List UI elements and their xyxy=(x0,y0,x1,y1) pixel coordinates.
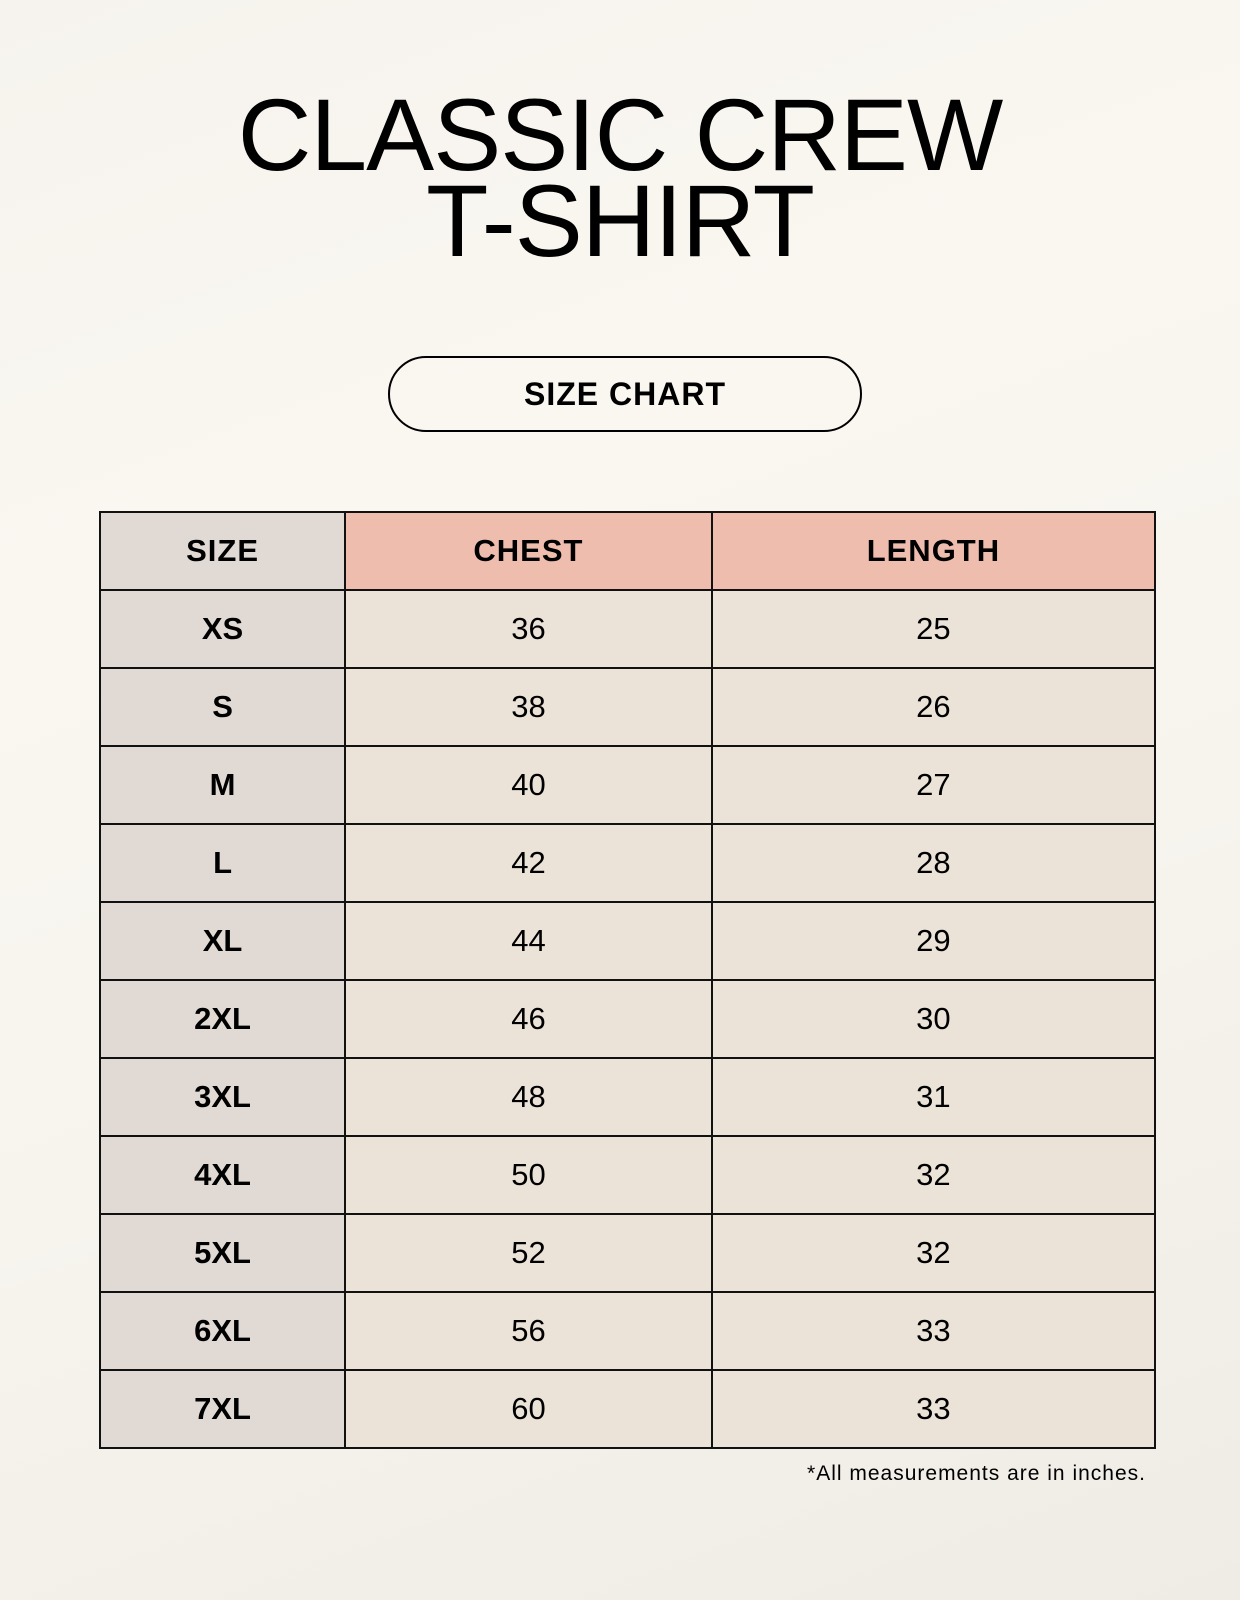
cell-length: 27 xyxy=(710,745,1157,825)
table-row: 2XL 46 30 xyxy=(98,979,1157,1059)
cell-size: L xyxy=(98,823,347,903)
cell-size: S xyxy=(98,667,347,747)
header-length: LENGTH xyxy=(710,511,1157,591)
cell-length: 33 xyxy=(710,1369,1157,1449)
cell-length: 28 xyxy=(710,823,1157,903)
header-size: SIZE xyxy=(98,511,347,591)
cell-chest: 50 xyxy=(344,1135,713,1215)
cell-length: 26 xyxy=(710,667,1157,747)
cell-size: XS xyxy=(98,589,347,669)
table-row: 4XL 50 32 xyxy=(98,1135,1157,1215)
table-row: 6XL 56 33 xyxy=(98,1291,1157,1371)
size-chart-badge: SIZE CHART xyxy=(388,356,862,432)
page-title: CLASSIC CREW T-SHIRT xyxy=(0,78,1240,278)
table-row: XS 36 25 xyxy=(98,589,1157,669)
cell-chest: 36 xyxy=(344,589,713,669)
footnote: *All measurements are in inches. xyxy=(807,1462,1146,1485)
cell-length: 29 xyxy=(710,901,1157,981)
cell-length: 32 xyxy=(710,1135,1157,1215)
cell-chest: 40 xyxy=(344,745,713,825)
cell-size: 5XL xyxy=(98,1213,347,1293)
cell-chest: 60 xyxy=(344,1369,713,1449)
cell-size: 3XL xyxy=(98,1057,347,1137)
cell-length: 30 xyxy=(710,979,1157,1059)
cell-length: 33 xyxy=(710,1291,1157,1371)
table-row: 3XL 48 31 xyxy=(98,1057,1157,1137)
title-line-1: CLASSIC CREW xyxy=(237,78,1003,192)
cell-chest: 42 xyxy=(344,823,713,903)
table-row: 7XL 60 33 xyxy=(98,1369,1157,1449)
table-row: M 40 27 xyxy=(98,745,1157,825)
cell-size: 6XL xyxy=(98,1291,347,1371)
title-line-2: T-SHIRT xyxy=(426,164,815,278)
cell-size: 4XL xyxy=(98,1135,347,1215)
cell-length: 25 xyxy=(710,589,1157,669)
header-chest: CHEST xyxy=(344,511,713,591)
cell-chest: 52 xyxy=(344,1213,713,1293)
cell-chest: 38 xyxy=(344,667,713,747)
cell-chest: 44 xyxy=(344,901,713,981)
table-row: XL 44 29 xyxy=(98,901,1157,981)
header-row: SIZE CHEST LENGTH xyxy=(98,511,1157,591)
cell-length: 31 xyxy=(710,1057,1157,1137)
cell-size: 2XL xyxy=(98,979,347,1059)
cell-size: 7XL xyxy=(98,1369,347,1449)
table-row: L 42 28 xyxy=(98,823,1157,903)
cell-chest: 48 xyxy=(344,1057,713,1137)
size-table: SIZE CHEST LENGTH XS 36 25 S 38 26 M 40 27 L 42 28 X… xyxy=(98,511,1157,1449)
cell-size: XL xyxy=(98,901,347,981)
table-row: S 38 26 xyxy=(98,667,1157,747)
cell-length: 32 xyxy=(710,1213,1157,1293)
cell-size: M xyxy=(98,745,347,825)
cell-chest: 46 xyxy=(344,979,713,1059)
table-row: 5XL 52 32 xyxy=(98,1213,1157,1293)
cell-chest: 56 xyxy=(344,1291,713,1371)
